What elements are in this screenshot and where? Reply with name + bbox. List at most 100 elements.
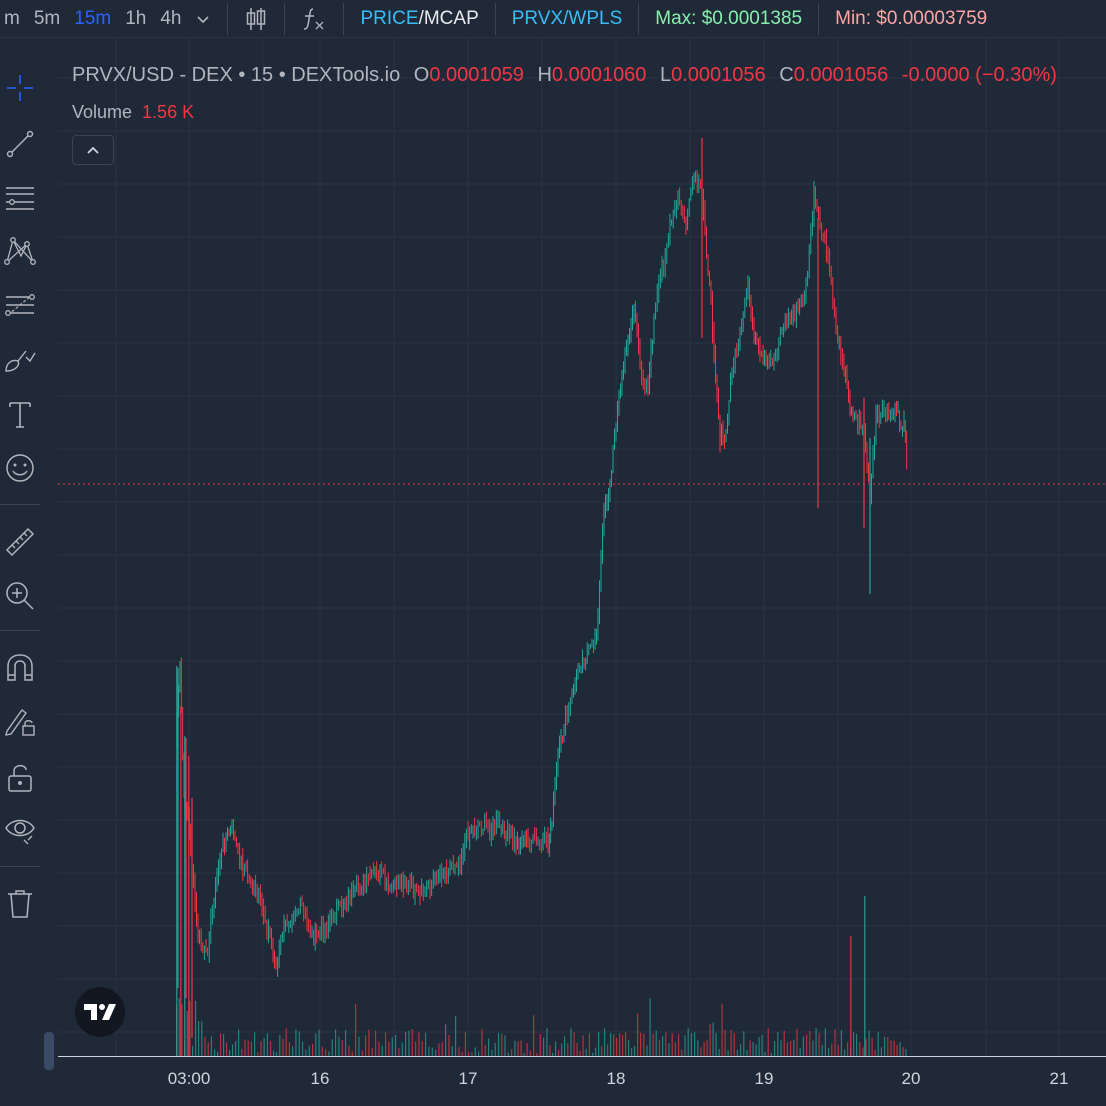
volume-bar bbox=[856, 1033, 858, 1056]
volume-bar bbox=[706, 1039, 708, 1056]
collapse-legend-button[interactable] bbox=[72, 135, 114, 165]
volume-bar bbox=[523, 1052, 525, 1056]
drawing-toolbar bbox=[0, 38, 42, 1106]
volume-bar bbox=[844, 1049, 846, 1056]
tv-logo-icon bbox=[84, 1004, 116, 1020]
volume-bar bbox=[257, 1052, 259, 1056]
volume-bar bbox=[582, 1035, 584, 1056]
volume-bar bbox=[461, 1051, 463, 1056]
volume-bar bbox=[543, 1037, 545, 1056]
volume-bar bbox=[318, 1029, 320, 1056]
volume-bar bbox=[662, 1036, 664, 1056]
volume-bar bbox=[790, 1040, 792, 1056]
candles-icon[interactable] bbox=[244, 6, 268, 32]
volume-bar bbox=[610, 1033, 612, 1056]
top-toolbar: m 5m 15m 1h 4h PRICE/MCAP PRVX/WPLS Max:… bbox=[0, 0, 1106, 38]
volume-bar bbox=[368, 1029, 370, 1056]
volume-bar bbox=[288, 1042, 290, 1056]
volume-bar bbox=[176, 666, 178, 1056]
text-icon[interactable] bbox=[0, 394, 40, 434]
volume-bar bbox=[533, 1015, 535, 1056]
volume-bar bbox=[703, 1042, 705, 1056]
timeframe-1m[interactable]: m bbox=[4, 7, 20, 29]
volume-bar bbox=[335, 1029, 337, 1056]
volume-bar bbox=[345, 1030, 347, 1056]
price-mcap-toggle[interactable]: PRICE/MCAP bbox=[360, 7, 479, 29]
volume-bar bbox=[244, 1039, 246, 1056]
volume-bar bbox=[774, 1041, 776, 1056]
timeframe-4h[interactable]: 4h bbox=[160, 7, 182, 29]
brush-icon[interactable] bbox=[0, 340, 40, 380]
chevron-down-icon[interactable] bbox=[195, 11, 211, 27]
volume-bar bbox=[195, 1000, 197, 1056]
price-chart[interactable] bbox=[58, 38, 1106, 1056]
timeframe-15m[interactable]: 15m bbox=[74, 7, 112, 29]
trash-icon[interactable] bbox=[0, 884, 40, 924]
volume-bar bbox=[494, 1043, 496, 1056]
volume-bar bbox=[405, 1031, 407, 1056]
volume-bar bbox=[655, 1030, 657, 1056]
volume-bar bbox=[178, 998, 180, 1056]
volume-bar bbox=[488, 1038, 490, 1056]
volume-bar bbox=[358, 1036, 360, 1056]
timeframe-5m[interactable]: 5m bbox=[33, 7, 61, 29]
volume-bar bbox=[887, 1036, 889, 1056]
change-value: -0.0000 (−0.30%) bbox=[901, 64, 1057, 86]
volume-bar bbox=[415, 1041, 417, 1056]
lock-draw-icon[interactable] bbox=[0, 702, 40, 742]
magnet-icon[interactable] bbox=[0, 648, 40, 688]
volume-bar bbox=[697, 1040, 699, 1056]
lock-icon[interactable] bbox=[0, 758, 40, 798]
volume-bar bbox=[229, 1049, 231, 1056]
volume-bar bbox=[564, 1036, 566, 1056]
eye-icon[interactable] bbox=[0, 810, 40, 850]
trend-line-icon[interactable] bbox=[0, 124, 40, 164]
volume-bar bbox=[604, 1028, 606, 1056]
indicators-icon[interactable] bbox=[301, 5, 327, 33]
fib-icon[interactable] bbox=[0, 286, 40, 326]
pair-toggle[interactable]: PRVX/WPLS bbox=[511, 7, 623, 29]
ruler-icon[interactable] bbox=[0, 522, 40, 562]
scroll-handle[interactable] bbox=[44, 1032, 54, 1070]
toolbar-divider bbox=[343, 2, 345, 35]
volume-bar bbox=[868, 1030, 870, 1056]
volume-bar bbox=[408, 1030, 410, 1056]
toolbar-divider bbox=[494, 2, 496, 35]
volume-bar bbox=[348, 1045, 350, 1056]
volume-bar bbox=[321, 1046, 323, 1056]
open-value: 0.0001059 bbox=[429, 64, 524, 86]
volume-bar bbox=[263, 1038, 265, 1056]
symbol-label: PRVX/USD - DEX • 15 • DEXTools.io bbox=[72, 64, 401, 86]
time-axis[interactable]: 03:00 16 17 18 19 20 21 bbox=[58, 1056, 1106, 1106]
timeframe-1h[interactable]: 1h bbox=[125, 7, 147, 29]
volume-bar bbox=[715, 1032, 717, 1056]
volume-bar bbox=[579, 1050, 581, 1056]
crosshair-icon[interactable] bbox=[0, 68, 40, 108]
volume-bar bbox=[351, 1051, 353, 1056]
horizontal-lines-icon[interactable] bbox=[0, 178, 40, 218]
x-tick-label: 17 bbox=[458, 1069, 478, 1088]
pattern-icon[interactable] bbox=[0, 230, 40, 270]
volume-bar bbox=[592, 1052, 594, 1056]
volume-bar bbox=[355, 1004, 357, 1056]
volume-bar bbox=[694, 1032, 696, 1056]
volume-bar bbox=[266, 1033, 268, 1056]
volume-bar bbox=[665, 1032, 667, 1056]
volume-bar bbox=[733, 1033, 735, 1056]
tradingview-logo[interactable] bbox=[75, 987, 125, 1037]
volume-bar bbox=[573, 1031, 575, 1056]
volume-bar bbox=[896, 1044, 898, 1056]
volume-bar bbox=[241, 1049, 243, 1056]
volume-bar bbox=[217, 1051, 219, 1056]
volume-bar bbox=[546, 1028, 548, 1056]
volume-label: Volume bbox=[72, 102, 133, 122]
volume-bar bbox=[451, 1045, 453, 1056]
close-key: C bbox=[779, 64, 794, 86]
volume-bar bbox=[507, 1052, 509, 1056]
volume-bar bbox=[223, 1034, 225, 1056]
chart-canvas[interactable] bbox=[58, 38, 1106, 1056]
volume-bar bbox=[247, 1040, 249, 1056]
zoom-in-icon[interactable] bbox=[0, 576, 40, 616]
volume-bar bbox=[736, 1049, 738, 1056]
emoji-icon[interactable] bbox=[0, 448, 40, 488]
